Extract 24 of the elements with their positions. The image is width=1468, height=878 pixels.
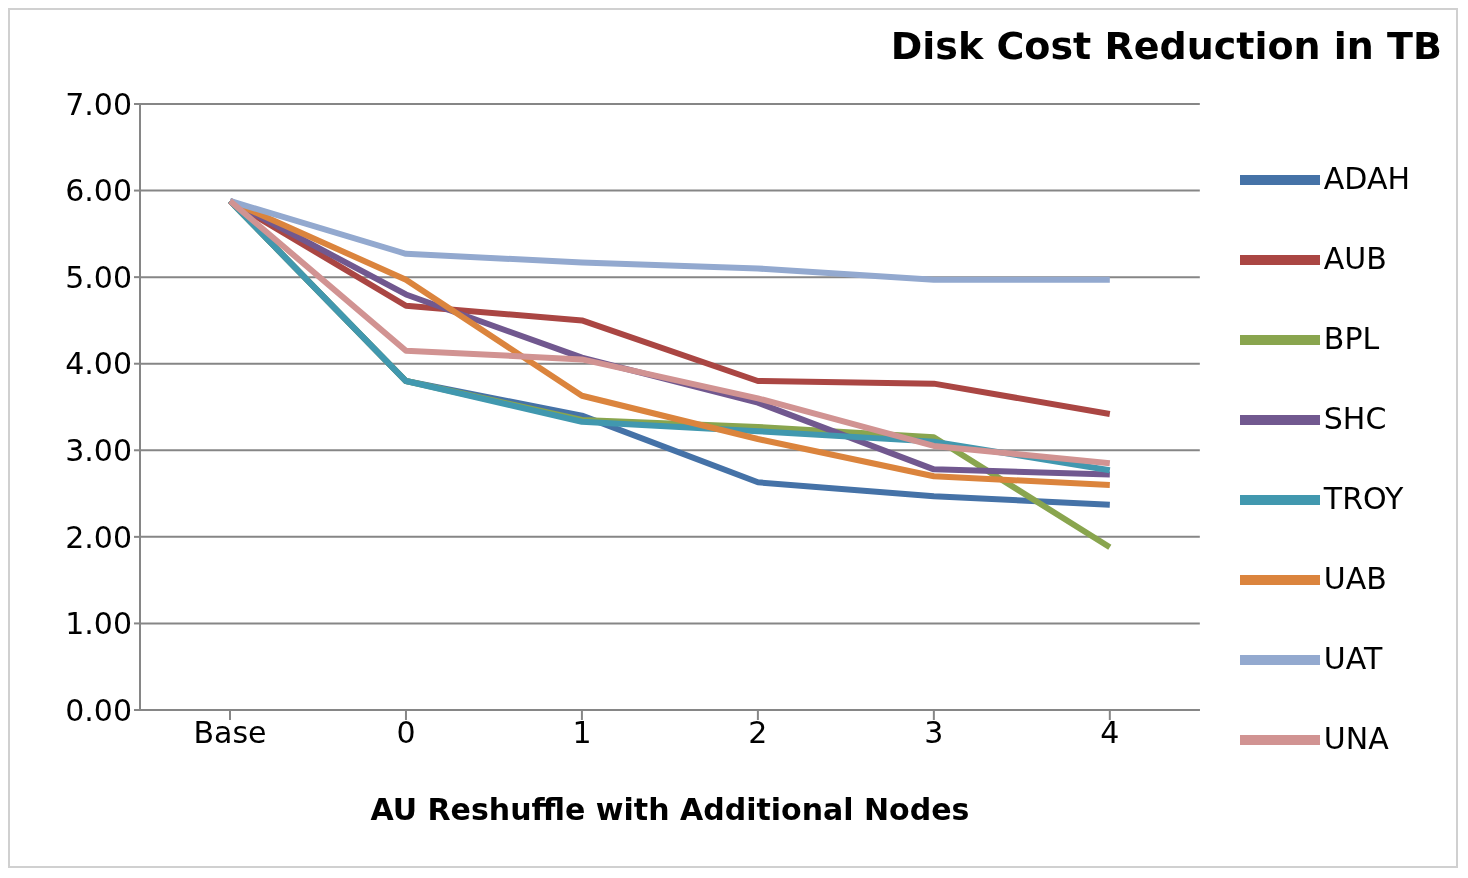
legend-label: UAT bbox=[1323, 640, 1383, 676]
y-tick-label: 7.00 bbox=[65, 86, 132, 122]
legend-label: UAB bbox=[1323, 560, 1387, 596]
x-tick-label: 2 bbox=[748, 715, 768, 751]
x-tick-label: 0 bbox=[396, 715, 416, 751]
x-tick-label: 1 bbox=[572, 715, 592, 751]
x-axis-title: AU Reshuffle with Additional Nodes bbox=[370, 792, 970, 827]
y-tick-label: 3.00 bbox=[65, 432, 132, 468]
chart-title: Disk Cost Reduction in TB bbox=[889, 23, 1443, 70]
y-tick-label: 1.00 bbox=[65, 606, 132, 642]
y-tick-label: 5.00 bbox=[65, 259, 132, 295]
y-tick-label: 4.00 bbox=[65, 346, 132, 382]
y-tick-label: 2.00 bbox=[65, 519, 132, 555]
legend-label: SHC bbox=[1323, 400, 1387, 436]
legend-label: AUB bbox=[1323, 240, 1387, 276]
y-tick-label: 6.00 bbox=[65, 173, 132, 209]
x-tick-label: 4 bbox=[1100, 715, 1120, 751]
y-tick-label: 0.00 bbox=[65, 692, 132, 728]
legend-label: UNA bbox=[1323, 720, 1389, 756]
x-tick-label: Base bbox=[193, 715, 267, 751]
x-tick-label: 3 bbox=[924, 715, 944, 751]
legend-label: ADAH bbox=[1323, 160, 1410, 196]
legend-label: BPL bbox=[1323, 320, 1380, 356]
legend-label: TROY bbox=[1323, 480, 1404, 516]
